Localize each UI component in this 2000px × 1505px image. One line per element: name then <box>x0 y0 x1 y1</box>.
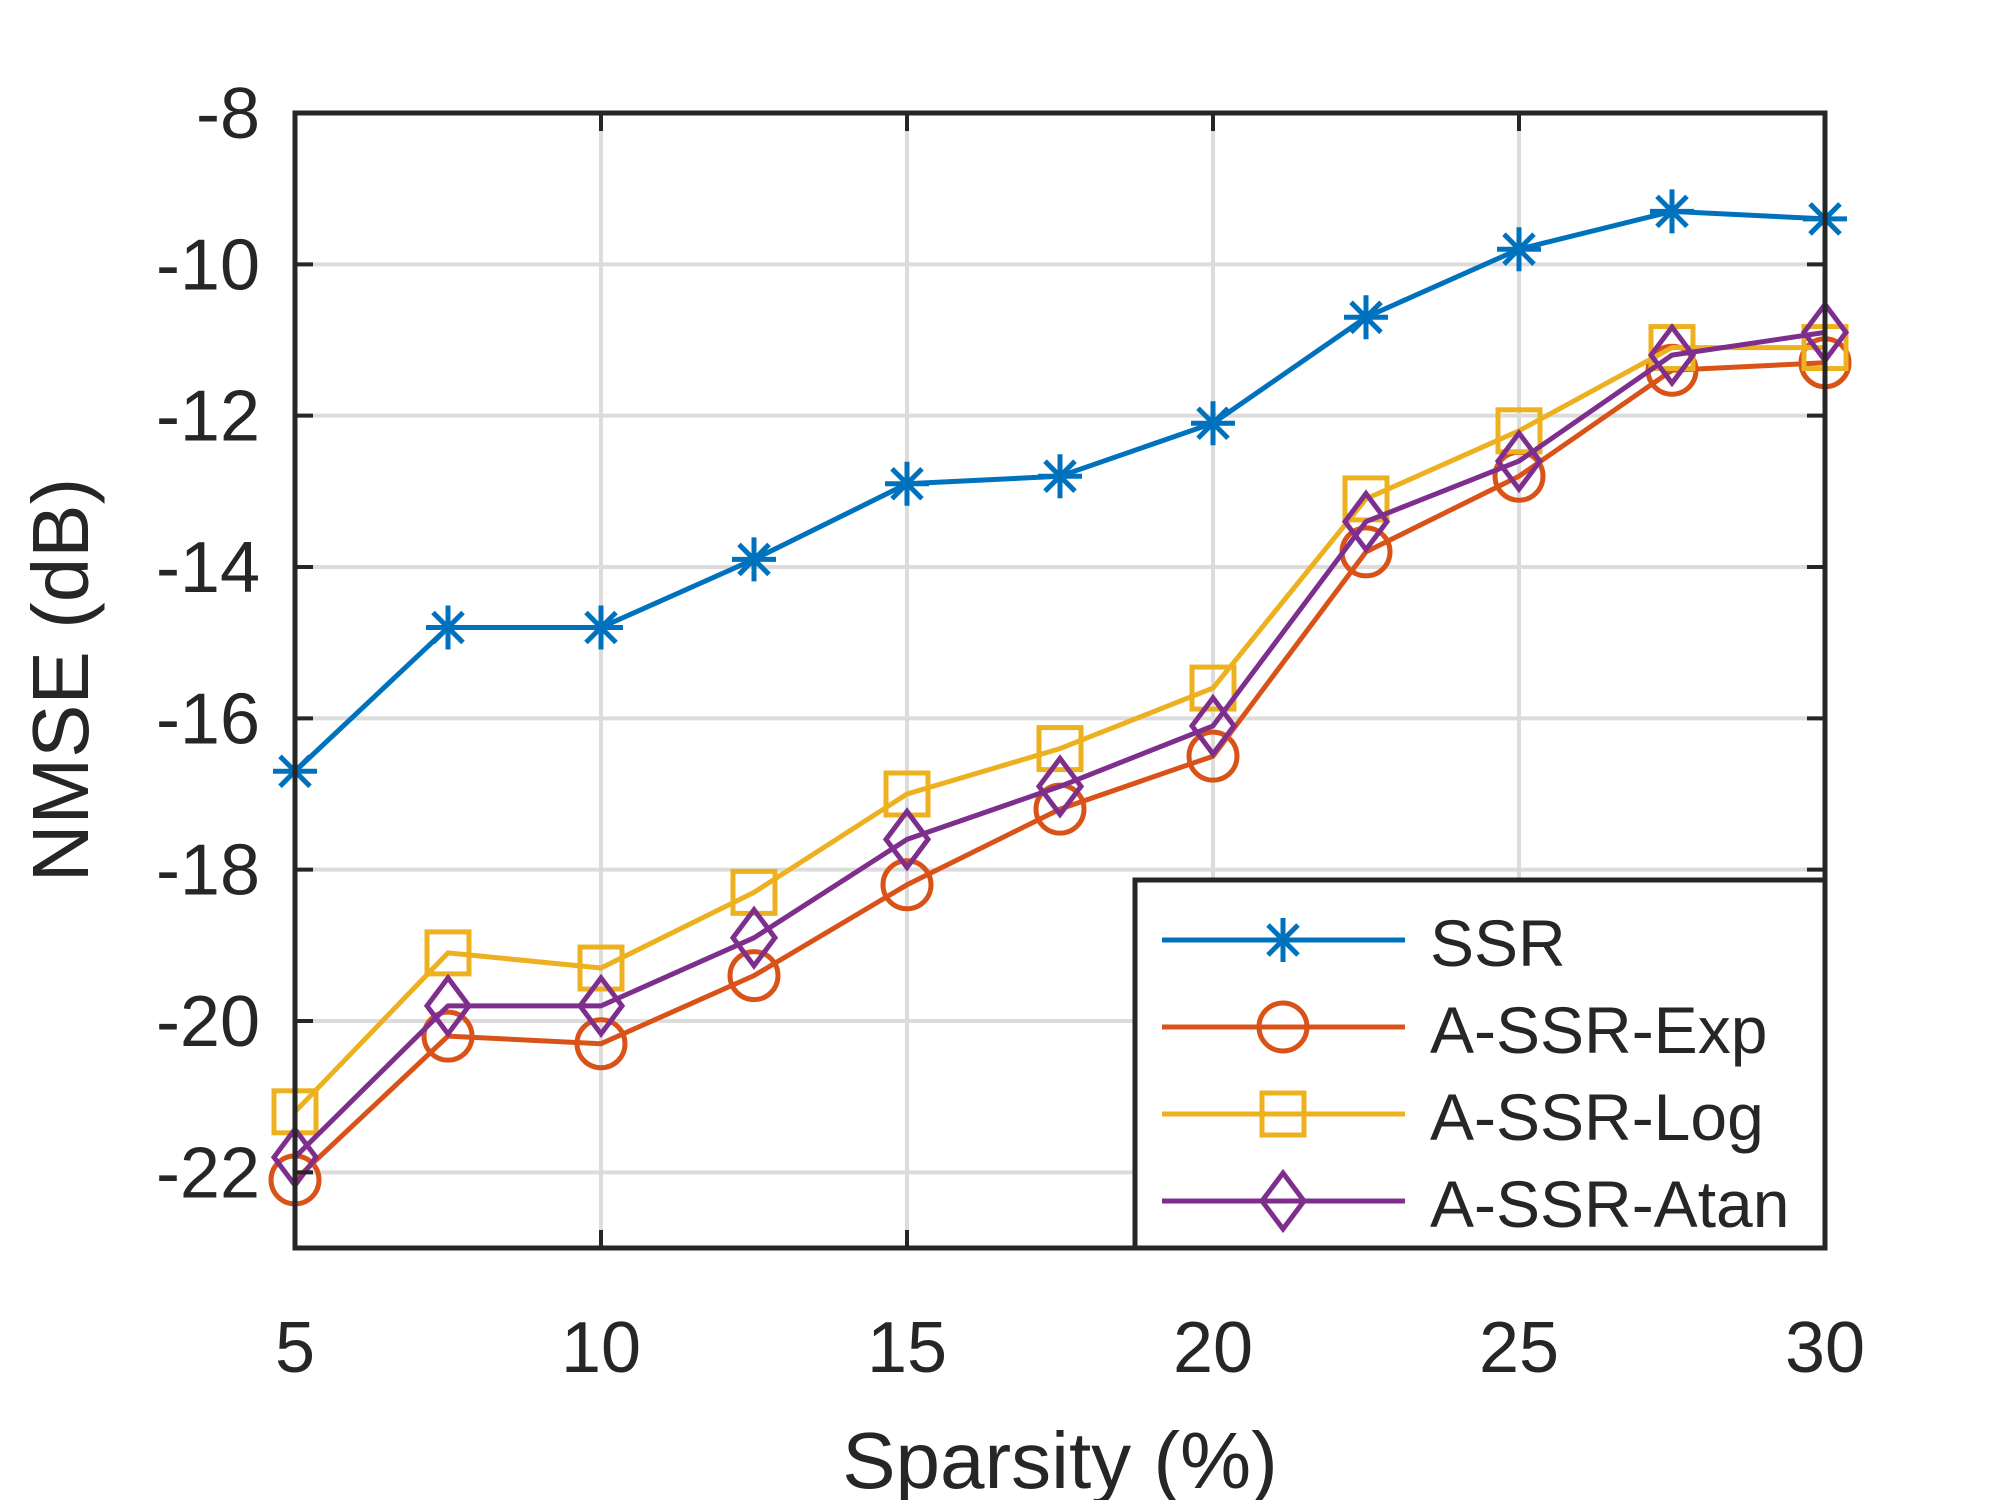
series-line <box>293 345 1825 1114</box>
data-point <box>1188 693 1238 759</box>
data-point <box>1035 754 1085 819</box>
legend-layer: SSR A-SSR-Exp A-SSR-Log A-SSR-Atan <box>1132 877 1828 1251</box>
legend-label: A-SSR-Log <box>1430 1080 1764 1154</box>
data-point <box>1189 664 1237 712</box>
data-point <box>1341 489 1391 554</box>
data-point <box>574 1017 628 1071</box>
legend-marker <box>1258 1168 1308 1234</box>
y-tick-label: -14 <box>156 528 260 608</box>
data-point <box>1497 227 1541 272</box>
y-tick-label: -10 <box>156 225 260 305</box>
legend-label: A-SSR-Exp <box>1430 993 1767 1067</box>
data-point <box>1494 428 1544 494</box>
tick-layer: 5 10 15 20 25 30 -8 -10 -12 -14 -16 -18 -20 -22 <box>156 74 1865 1388</box>
series-layer <box>268 189 1852 1207</box>
x-tick-label: 20 <box>1173 1308 1253 1388</box>
y-axis-label: NMSE (dB) <box>16 478 105 883</box>
data-point <box>426 605 470 650</box>
plot-frame <box>292 110 1828 1251</box>
y-tick-label: -8 <box>196 74 260 154</box>
data-point <box>729 905 779 970</box>
data-point <box>1650 189 1694 234</box>
data-point <box>576 973 626 1039</box>
data-point <box>1036 725 1084 773</box>
series-ssr <box>273 189 1847 794</box>
y-tick-label: -22 <box>156 1133 260 1213</box>
data-point <box>732 537 776 582</box>
data-point <box>727 949 781 1003</box>
y-tick-label: -16 <box>156 679 260 759</box>
legend-label: SSR <box>1430 906 1566 980</box>
data-point <box>1186 729 1240 783</box>
x-tick-label: 5 <box>275 1308 315 1388</box>
data-point <box>1038 454 1082 499</box>
data-point <box>880 858 934 912</box>
legend-label: A-SSR-Atan <box>1430 1167 1789 1241</box>
data-point <box>882 807 932 872</box>
data-point <box>423 973 473 1039</box>
data-point <box>579 605 623 650</box>
data-point <box>577 944 625 992</box>
data-point <box>421 1009 475 1063</box>
data-point <box>1344 295 1388 340</box>
data-point <box>1495 407 1543 455</box>
x-tick-label: 10 <box>561 1308 641 1388</box>
series-line <box>293 360 1826 1182</box>
series-line <box>293 329 1826 1159</box>
x-tick-label: 25 <box>1479 1308 1559 1388</box>
data-point <box>1647 322 1697 388</box>
x-axis-label: Sparsity (%) <box>842 1416 1278 1500</box>
legend-marker <box>1261 918 1305 962</box>
data-point <box>885 461 929 506</box>
y-tick-label: -12 <box>156 377 260 457</box>
legend-marker <box>1256 1000 1310 1054</box>
data-point <box>1191 401 1235 446</box>
x-tick-label: 30 <box>1785 1308 1865 1388</box>
x-tick-label: 15 <box>867 1308 947 1388</box>
y-tick-label: -20 <box>156 982 260 1062</box>
legend-marker <box>1259 1090 1307 1138</box>
y-tick-label: -18 <box>156 831 260 911</box>
